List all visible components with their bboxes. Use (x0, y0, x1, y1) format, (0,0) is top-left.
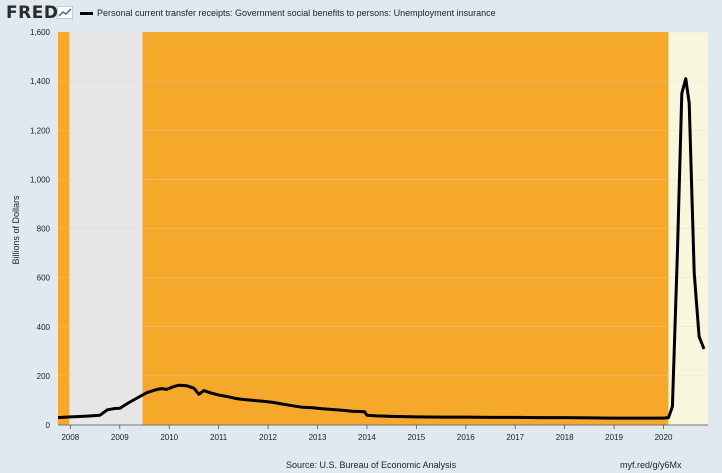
x-tick-label: 2018 (556, 433, 574, 442)
x-tick-label: 2016 (457, 433, 475, 442)
y-tick-label: 0 (46, 421, 51, 430)
y-tick-label: 1,600 (30, 28, 51, 37)
x-tick-label: 2019 (605, 433, 623, 442)
short-link[interactable]: myf.red/g/y6Mx (620, 460, 682, 470)
x-tick-label: 2012 (259, 433, 277, 442)
x-tick-label: 2009 (111, 433, 129, 442)
x-tick-label: 2020 (655, 433, 673, 442)
trend-line-icon (57, 6, 73, 19)
y-tick-label: 1,000 (30, 175, 51, 184)
x-tick-label: 2014 (358, 433, 376, 442)
fred-logo: FRED (6, 3, 59, 23)
y-tick-label: 600 (37, 274, 51, 283)
y-tick-label: 800 (37, 225, 51, 234)
y-tick-label: 1,400 (30, 77, 51, 86)
legend-swatch (80, 11, 93, 15)
legend-label: Personal current transfer receipts: Gove… (97, 8, 496, 18)
y-tick-label: 1,200 (30, 126, 51, 135)
x-tick-label: 2015 (407, 433, 425, 442)
y-tick-label: 400 (37, 323, 51, 332)
chart-header: FRED Personal current transfer receipts:… (0, 0, 722, 28)
y-tick-label: 200 (37, 372, 51, 381)
x-tick-label: 2008 (61, 433, 79, 442)
source-note: Source: U.S. Bureau of Economic Analysis (286, 460, 457, 470)
x-tick-label: 2017 (506, 433, 524, 442)
series-line (57, 77, 706, 420)
x-tick-label: 2013 (309, 433, 327, 442)
x-tick-label: 2010 (160, 433, 178, 442)
y-axis-label: Billions of Dollars (11, 195, 21, 265)
x-tick-label: 2011 (210, 433, 228, 442)
chart-legend: Personal current transfer receipts: Gove… (80, 8, 496, 18)
